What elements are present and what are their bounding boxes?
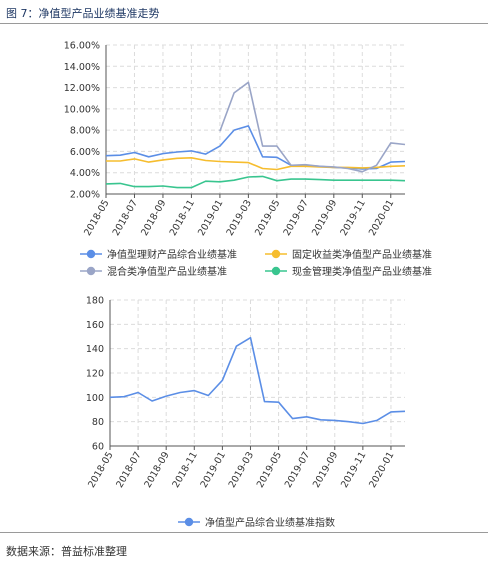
chart1-y-tick-label: 14.00% [64, 62, 100, 73]
chart2-x-tick-label: 2018-09 [142, 450, 171, 490]
chart2-series-line-1 [109, 336, 406, 425]
chart2-y-tick-label: 180 [86, 296, 104, 307]
chart1-legend-4-label: 现金管理类净值型产品业绩基准 [292, 265, 432, 278]
chart1-legend-3-label: 混合类净值型产品业绩基准 [107, 265, 227, 278]
chart1-y-tick-label: 8.00% [70, 126, 100, 137]
chart2-y-tick-label: 160 [86, 320, 104, 331]
chart1-series-line-2 [106, 157, 406, 171]
chart2-x-tick-label: 2019-01 [199, 450, 228, 490]
chart1-legend-2-label: 固定收益类净值型产品业绩基准 [292, 248, 432, 261]
chart1-legend-3-swatch-dot [86, 266, 96, 276]
chart2-x-tick-label: 2019-11 [339, 450, 368, 490]
source-note: 数据来源：普益标准整理 [6, 545, 127, 558]
chart2-x-tick-label: 2020-01 [367, 450, 396, 490]
chart1-legend-1-label: 净值型理财产品综合业绩基准 [107, 248, 237, 261]
chart1-legend-1-swatch-dot [86, 249, 96, 259]
chart2-x-tick-label: 2019-05 [255, 450, 284, 490]
chart1-series-line-3 [219, 81, 406, 173]
chart2-x-tick-label: 2019-07 [283, 450, 312, 490]
chart-index: 60 80 100 120 140 160 180 2018-052018-072018-09… [86, 296, 406, 529]
chart1-y-tick-label: 12.00% [64, 83, 100, 94]
chart2-y-tick-label: 60 [92, 442, 104, 453]
chart1-y-tick-label: 2.00% [70, 190, 100, 201]
chart1-series-line-4 [105, 175, 406, 189]
figure-title: 图 7：净值型产品业绩基准走势 [6, 7, 160, 20]
chart1-legend-4-swatch-dot [271, 266, 281, 276]
chart1-y-tick-label: 4.00% [70, 168, 100, 179]
chart2-y-tick-label: 120 [86, 369, 104, 380]
chart2-x-tick-label: 2018-07 [114, 450, 143, 490]
chart2-legend-1-label: 净值型产品综合业绩基准指数 [205, 516, 335, 529]
chart2-y-tick-label: 80 [92, 417, 104, 428]
chart2-x-tick-label: 2019-09 [311, 450, 340, 490]
chart1-y-tick-label: 10.00% [64, 104, 100, 115]
chart2-x-tick-label: 2018-11 [171, 450, 200, 490]
top-divider [0, 23, 488, 24]
chart1-legend-2-swatch-dot [271, 249, 281, 259]
chart-rates: 2.00% 4.00% 6.00% 8.00% 10.00% 12.00% 14.00% 16… [64, 41, 432, 278]
bottom-divider [0, 532, 488, 533]
chart2-y-tick-label: 100 [86, 393, 104, 404]
chart2-y-tick-label: 140 [86, 344, 104, 355]
chart2-legend-1-swatch-dot [184, 517, 194, 527]
chart1-y-tick-label: 16.00% [64, 41, 100, 52]
chart2-x-tick-label: 2019-03 [227, 450, 256, 490]
chart2-x-tick-label: 2018-05 [86, 450, 115, 490]
chart1-y-tick-label: 6.00% [70, 147, 100, 158]
